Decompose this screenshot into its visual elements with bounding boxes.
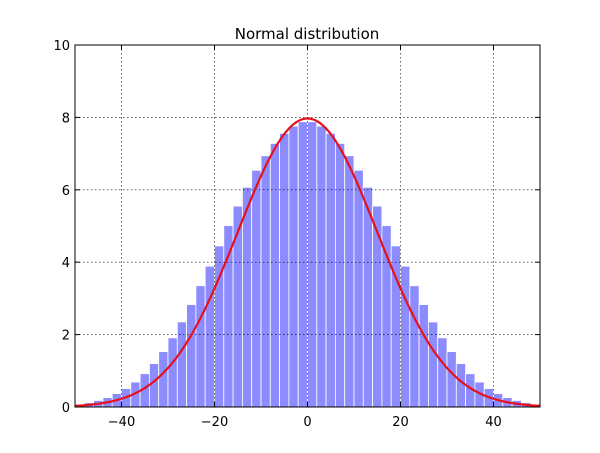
x-tick-label: −20 <box>201 415 228 430</box>
bar <box>316 125 327 408</box>
bar <box>455 363 466 408</box>
y-tick-label: 6 <box>62 184 70 199</box>
bar <box>307 121 318 408</box>
bar <box>325 132 336 408</box>
bar <box>167 337 178 408</box>
x-tick-label: 0 <box>303 415 311 430</box>
x-tick-label: 20 <box>392 415 409 430</box>
tick-marks <box>75 44 540 408</box>
bar <box>344 155 355 408</box>
y-tick-label: 0 <box>62 401 70 416</box>
bar <box>204 265 215 408</box>
y-tick-label: 8 <box>62 111 70 126</box>
bar <box>260 155 271 408</box>
bar <box>269 143 280 408</box>
y-tick-labels: 0 2 4 6 8 10 <box>53 39 70 416</box>
bar <box>186 304 197 408</box>
x-tick-labels: −40 −20 0 20 40 <box>108 415 502 430</box>
x-tick-label: 40 <box>485 415 502 430</box>
y-tick-label: 10 <box>53 39 70 54</box>
bar <box>437 337 448 408</box>
normal-curve-line <box>74 117 541 407</box>
bar <box>176 321 188 408</box>
bar <box>232 205 243 408</box>
bar <box>334 143 346 408</box>
bar <box>446 351 457 408</box>
bar <box>372 205 383 408</box>
bar <box>400 265 411 408</box>
x-tick-label: −40 <box>108 415 135 430</box>
bar <box>353 169 364 408</box>
bar <box>362 186 373 408</box>
bar <box>279 132 290 408</box>
bar <box>195 285 206 408</box>
bar <box>241 186 253 408</box>
bar <box>288 125 299 408</box>
y-tick-label: 2 <box>62 329 70 344</box>
bar <box>158 351 169 408</box>
y-tick-label: 4 <box>62 256 70 271</box>
bars <box>74 121 541 408</box>
bar <box>251 169 262 408</box>
bar <box>418 304 429 408</box>
bar <box>409 285 420 408</box>
chart-title: Normal distribution <box>235 25 380 43</box>
bar <box>148 363 160 408</box>
plot-area: −40 −20 0 20 40 0 2 4 6 8 10 <box>53 39 541 430</box>
bar <box>297 121 308 408</box>
